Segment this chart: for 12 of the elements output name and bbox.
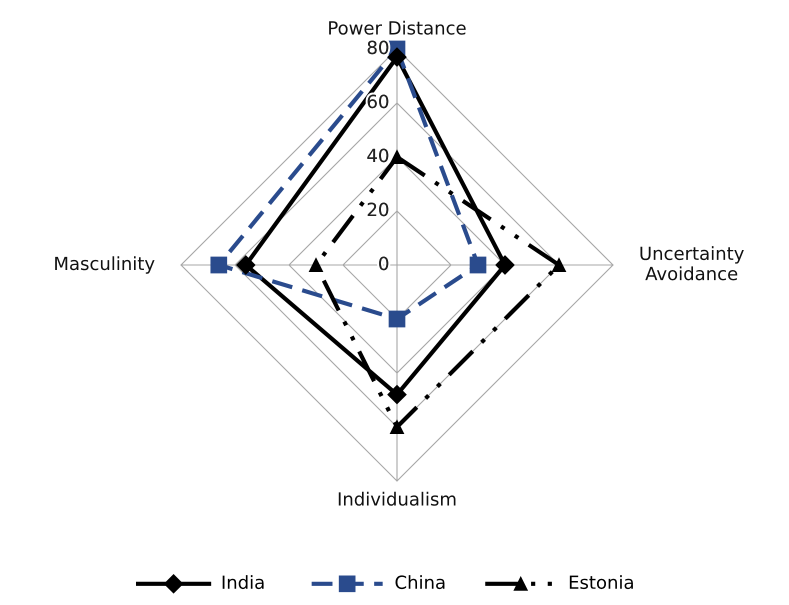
y-tick-label: 20 — [368, 202, 388, 216]
y-tick-label: 80 — [368, 40, 388, 54]
legend-label: India — [222, 575, 264, 590]
legend-label: China — [396, 575, 444, 590]
spoke-label: Power Distance — [329, 20, 466, 35]
spoke-label: Uncertainty Avoidance — [640, 246, 744, 280]
spoke-label: Individualism — [338, 492, 456, 506]
spoke-label: Masculinity — [55, 256, 155, 274]
legend-label: Estonia — [570, 575, 633, 590]
y-tick-label: 40 — [367, 148, 388, 162]
y-tick-label: 0 — [379, 256, 388, 270]
y-tick-label: 60 — [368, 94, 388, 108]
